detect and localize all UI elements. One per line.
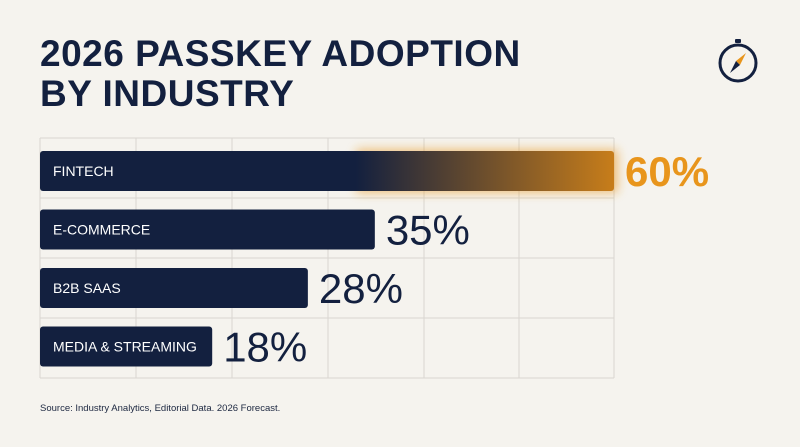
category-label: E-COMMERCE — [53, 222, 150, 238]
compass-icon — [718, 39, 758, 83]
bar-b2b-saas — [40, 268, 308, 308]
bar-media-streaming — [40, 326, 213, 367]
value-label: 60% — [625, 148, 709, 195]
category-label: MEDIA & STREAMING — [53, 339, 197, 355]
title-line-1: 2026 PASSKEY ADOPTION — [40, 33, 521, 74]
bar-e-commerce — [40, 209, 375, 250]
category-label: B2B SAAS — [53, 280, 121, 296]
value-label: 28% — [319, 265, 403, 312]
source-note: Source: Industry Analytics, Editorial Da… — [40, 403, 281, 414]
value-label: 18% — [223, 324, 307, 371]
chart-title: 2026 PASSKEY ADOPTION BY INDUSTRY — [40, 34, 521, 114]
bar-fintech — [40, 151, 614, 191]
value-label: 35% — [386, 207, 470, 254]
category-label: FINTECH — [53, 163, 114, 179]
bars: FINTECH 60% E-COMMERCE 35% B2B SAAS 28% MEDIA … — [40, 148, 709, 371]
title-line-2: BY INDUSTRY — [40, 73, 295, 114]
